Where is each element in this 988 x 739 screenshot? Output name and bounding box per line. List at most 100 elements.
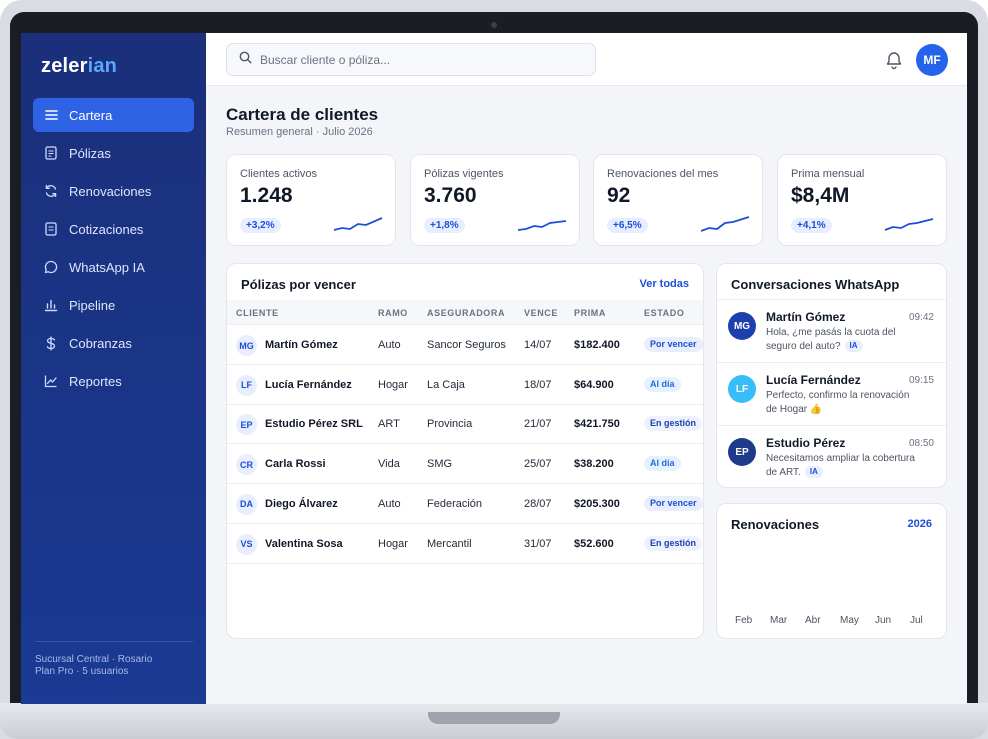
camera-icon [491, 22, 497, 28]
sidebar-item-polizas[interactable]: Pólizas [33, 136, 194, 170]
kpi-delta-badge: +3,2% [240, 218, 281, 233]
column-header[interactable]: ESTADO [644, 308, 685, 318]
sidebar-item-whatsapp[interactable]: WhatsApp IA [33, 250, 194, 284]
kpi-card-polizas[interactable]: Pólizas vigentes 3.760 +1,8% [410, 154, 580, 246]
chat-item[interactable]: EP Estudio Pérez 08:50 Necesitamos ampli… [717, 425, 946, 487]
due-date-cell: 31/07 [524, 537, 552, 550]
user-avatar[interactable]: MF [916, 44, 948, 76]
sidebar-item-label: WhatsApp IA [69, 259, 145, 275]
client-name[interactable]: Lucía Fernández [265, 378, 352, 391]
insurer-cell: Sancor Seguros [427, 339, 506, 351]
client-name[interactable]: Valentina Sosa [265, 537, 343, 550]
table-row[interactable]: DA Diego Álvarez Auto Federación 28/07 $… [227, 484, 703, 524]
month-label: May [840, 615, 859, 626]
sparkline [333, 217, 383, 231]
policies-title: Pólizas por vencer [241, 277, 356, 292]
sidebar-item-reportes[interactable]: Reportes [33, 364, 194, 398]
chat-item[interactable]: LF Lucía Fernández 09:15 Perfecto, confi… [717, 362, 946, 425]
plan-label: Plan Pro · 5 usuarios [35, 666, 129, 677]
table-row[interactable]: MG Martín Gómez Auto Sancor Seguros 14/0… [227, 325, 703, 365]
ia-badge: IA [804, 466, 823, 479]
policies-card: Pólizas por vencer Ver todas CLIENTE RAM… [226, 263, 704, 639]
status-badge: Por vencer [644, 495, 703, 511]
client-name[interactable]: Diego Álvarez [265, 497, 338, 510]
kpi-value: 92 [607, 184, 631, 207]
bell-icon[interactable] [884, 50, 904, 70]
client-initials-avatar: MG [236, 335, 257, 356]
table-row[interactable]: LF Lucía Fernández Hogar La Caja 18/07 $… [227, 365, 703, 405]
column-header[interactable]: RAMO [378, 308, 408, 318]
line-chart-icon [44, 374, 58, 388]
month-label: Jul [910, 615, 923, 626]
chat-item[interactable]: MG Martín Gómez 09:42 Hola, ¿me pasás la… [717, 299, 946, 362]
search-input[interactable] [260, 52, 580, 67]
client-initials-avatar: DA [236, 493, 257, 515]
chat-message-text: Necesitamos ampliar la cobertura de ART. [766, 453, 915, 478]
table-row[interactable]: VS Valentina Sosa Hogar Mercantil 31/07 … [227, 524, 703, 564]
ramo-cell: Vida [378, 458, 400, 471]
kpi-card-clientes[interactable]: Clientes activos 1.248 +3,2% [226, 154, 396, 246]
chat-avatar: EP [728, 438, 756, 466]
ramo-cell: Auto [378, 339, 401, 351]
column-header[interactable]: VENCE [524, 308, 559, 318]
sidebar-item-label: Cotizaciones [69, 221, 144, 237]
client-initials-avatar: LF [236, 374, 257, 396]
renewals-year[interactable]: 2026 [907, 518, 932, 530]
chat-time: 08:50 [908, 438, 934, 449]
chat-message-text: Perfecto, confirmo la renovación de Hoga… [766, 390, 910, 415]
sidebar-item-cotizaciones[interactable]: Cotizaciones [33, 212, 194, 246]
insurer-cell: SMG [427, 458, 453, 471]
column-header[interactable]: CLIENTE [236, 308, 279, 318]
kpi-value: 3.760 [424, 184, 477, 207]
kpi-label: Prima mensual [791, 168, 865, 180]
insurer-cell: Federación [427, 497, 483, 510]
sidebar-item-renovaciones[interactable]: Renovaciones [33, 174, 194, 208]
kpi-card-renovaciones[interactable]: Renovaciones del mes 92 +6,5% [593, 154, 763, 246]
chat-avatar: LF [728, 375, 756, 403]
sidebar-item-cartera[interactable]: Cartera [33, 98, 194, 132]
chat-message: Hola, ¿me pasás la cuota del seguro del … [766, 326, 916, 354]
premium-cell: $38.200 [574, 458, 614, 471]
table-row[interactable]: EP Estudio Pérez SRL ART Provincia 21/07… [227, 404, 703, 445]
table-row[interactable]: CR Carla Rossi Vida SMG 25/07 $38.200 Al… [227, 444, 703, 485]
sparkline [700, 216, 750, 232]
month-label: Mar [770, 615, 788, 626]
sidebar-item-label: Pipeline [69, 297, 116, 313]
whatsapp-title: Conversaciones WhatsApp [731, 277, 900, 292]
menu-icon [44, 108, 58, 122]
topbar: MF [206, 33, 967, 86]
column-header[interactable]: PRIMA [574, 308, 606, 318]
kpi-label: Clientes activos [240, 168, 318, 180]
search-icon [239, 51, 252, 69]
due-date-cell: 25/07 [524, 458, 552, 471]
status-badge: Por vencer [644, 337, 703, 352]
client-name[interactable]: Carla Rossi [265, 458, 326, 471]
sidebar-item-label: Reportes [69, 373, 122, 389]
kpi-delta-badge: +6,5% [607, 218, 648, 233]
column-header[interactable]: ASEGURADORA [427, 308, 506, 318]
view-all-link[interactable]: Ver todas [639, 278, 689, 290]
chat-icon [44, 260, 58, 274]
branch-label: Sucursal Central · Rosario [35, 654, 153, 665]
document-icon [44, 146, 58, 160]
status-badge: Al día [644, 376, 681, 392]
sidebar-item-label: Renovaciones [69, 183, 152, 199]
whatsapp-card: Conversaciones WhatsApp MG Martín Gómez … [716, 263, 947, 488]
kpi-label: Pólizas vigentes [424, 168, 504, 180]
kpi-card-prima[interactable]: Prima mensual $8,4M +4,1% [777, 154, 947, 246]
chat-name: Martín Gómez [766, 310, 846, 324]
kpi-delta-badge: +4,1% [791, 218, 832, 233]
client-name[interactable]: Martín Gómez [265, 339, 338, 351]
kpi-delta-badge: +1,8% [424, 218, 465, 233]
chat-time: 09:15 [908, 375, 934, 386]
month-label: Jun [875, 615, 892, 626]
logo[interactable]: zelerian [41, 55, 118, 77]
status-badge: En gestión [644, 535, 703, 551]
sidebar-item-pipeline[interactable]: Pipeline [33, 288, 194, 322]
refresh-icon [44, 184, 58, 198]
search-box[interactable] [226, 43, 596, 76]
client-name[interactable]: Estudio Pérez SRL [265, 418, 363, 431]
sidebar-item-cobranzas[interactable]: Cobranzas [33, 326, 194, 360]
client-initials-avatar: CR [236, 454, 257, 476]
due-date-cell: 14/07 [524, 339, 552, 351]
